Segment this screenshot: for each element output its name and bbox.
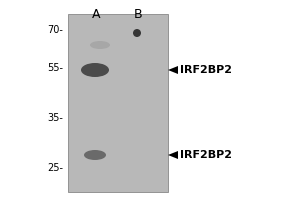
Text: 25-: 25- [47,163,63,173]
Text: 35-: 35- [47,113,63,123]
Text: B: B [134,8,142,21]
Text: IRF2BP2: IRF2BP2 [180,150,232,160]
FancyArrow shape [168,151,178,159]
Ellipse shape [133,29,141,37]
Text: 55-: 55- [47,63,63,73]
Bar [68,14,168,192]
Ellipse shape [81,63,109,77]
FancyArrow shape [168,66,178,74]
Text: 70-: 70- [47,25,63,35]
Ellipse shape [84,150,106,160]
Ellipse shape [90,41,110,49]
Text: IRF2BP2: IRF2BP2 [180,65,232,75]
Text: A: A [92,8,100,21]
